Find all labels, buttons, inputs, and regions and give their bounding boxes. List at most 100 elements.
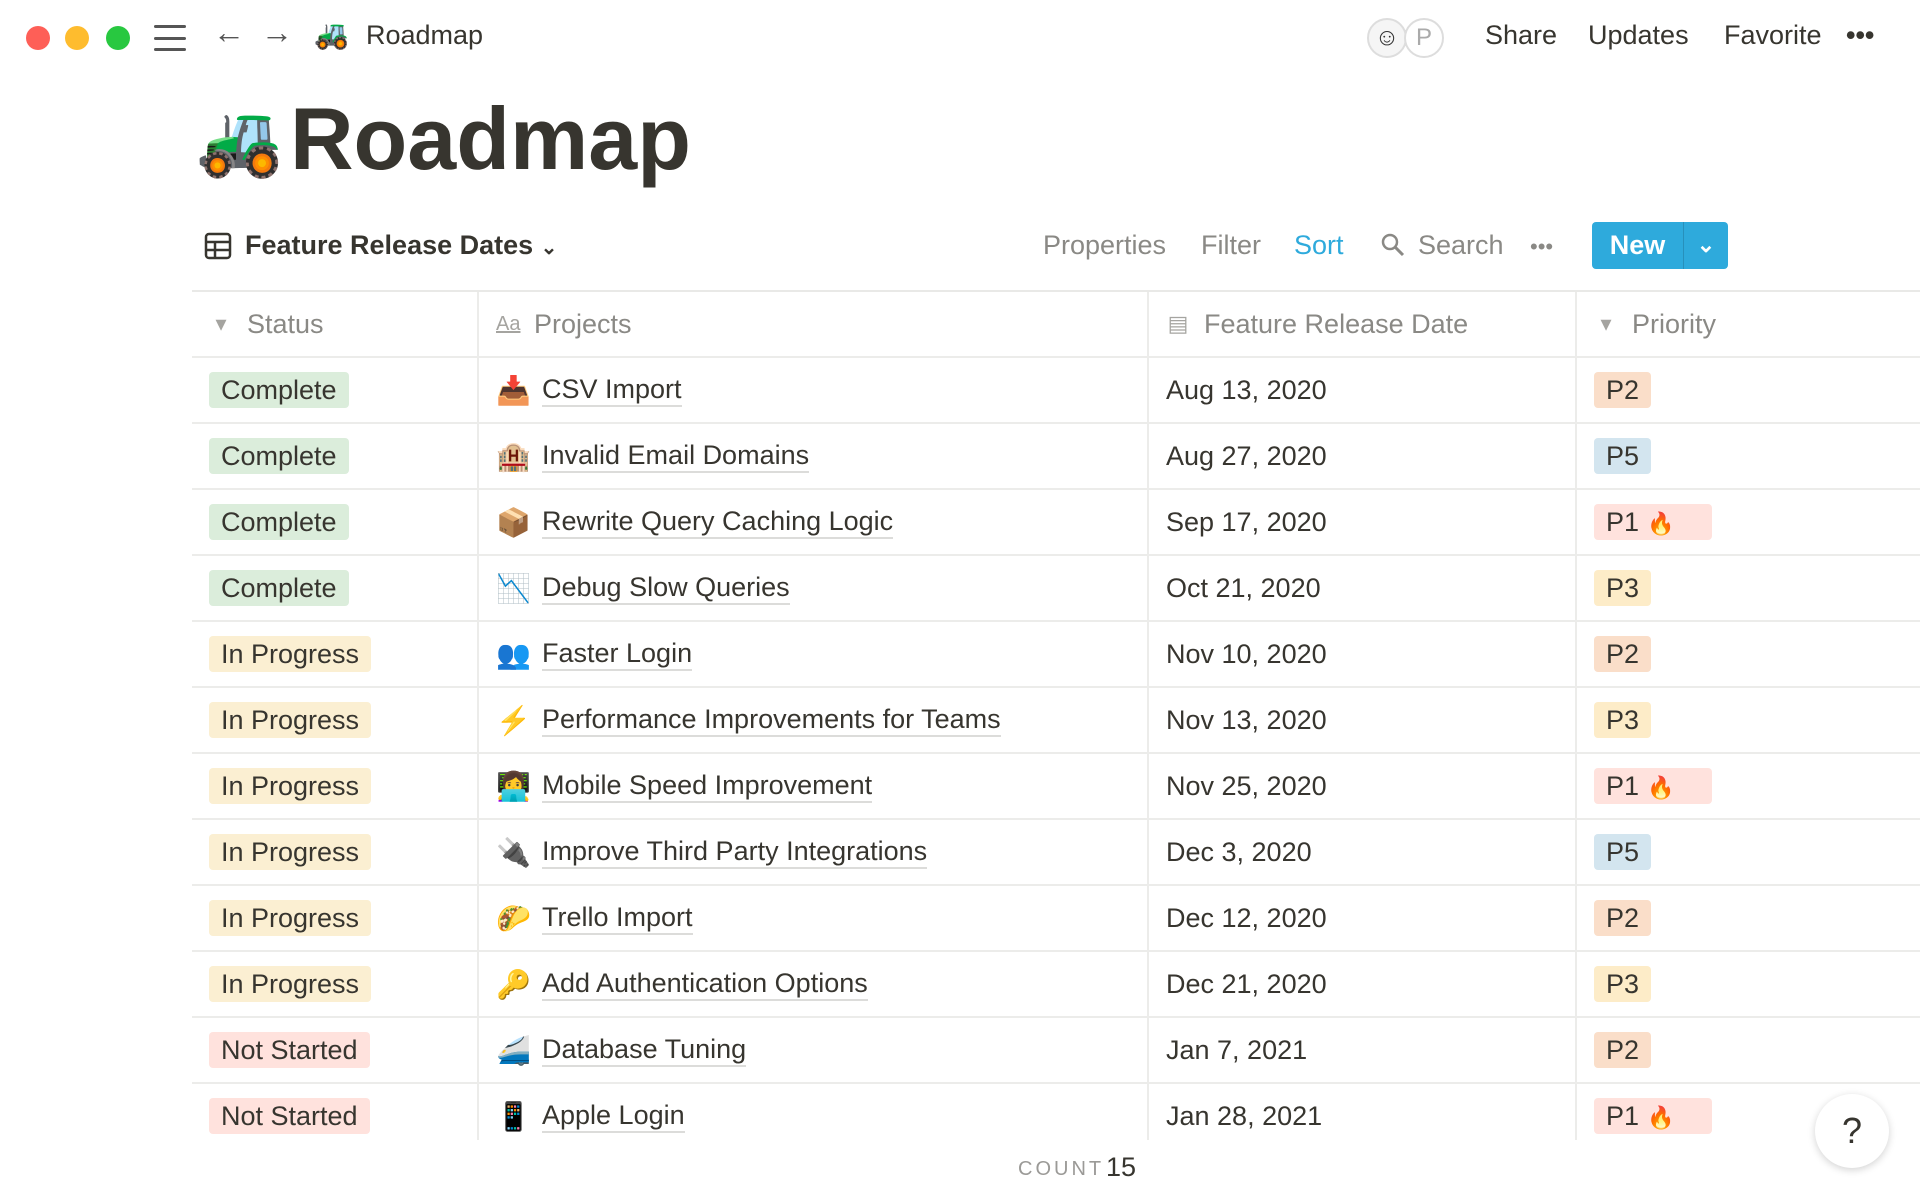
- project-link[interactable]: Debug Slow Queries: [542, 571, 790, 605]
- status-cell[interactable]: Complete: [192, 424, 479, 488]
- status-cell[interactable]: In Progress: [192, 952, 479, 1016]
- project-link[interactable]: Invalid Email Domains: [542, 439, 810, 473]
- status-cell[interactable]: Complete: [192, 556, 479, 620]
- project-cell[interactable]: 🌮 Trello Import: [479, 886, 1149, 950]
- project-link[interactable]: Performance Improvements for Teams: [542, 703, 1001, 737]
- status-cell[interactable]: In Progress: [192, 820, 479, 884]
- table-row[interactable]: Complete 📦 Rewrite Query Caching Logic Sep …: [192, 490, 1920, 556]
- project-cell[interactable]: 📥 CSV Import: [479, 358, 1149, 422]
- status-cell[interactable]: In Progress: [192, 622, 479, 686]
- column-header-release-date[interactable]: ▤ Feature Release Date: [1149, 292, 1577, 356]
- priority-cell[interactable]: P2: [1577, 1018, 1920, 1082]
- project-link[interactable]: CSV Import: [542, 373, 682, 407]
- more-options-button[interactable]: •••: [1846, 20, 1875, 50]
- updates-button[interactable]: Updates: [1588, 20, 1689, 50]
- release-date-cell[interactable]: Dec 12, 2020: [1149, 886, 1577, 950]
- project-cell[interactable]: 🔑 Add Authentication Options: [479, 952, 1149, 1016]
- project-cell[interactable]: ⚡ Performance Improvements for Teams: [479, 688, 1149, 752]
- close-window-button[interactable]: [26, 26, 50, 50]
- project-link[interactable]: Database Tuning: [542, 1033, 747, 1067]
- priority-cell[interactable]: P3: [1577, 952, 1920, 1016]
- project-cell[interactable]: 📉 Debug Slow Queries: [479, 556, 1149, 620]
- release-date-cell[interactable]: Aug 13, 2020: [1149, 358, 1577, 422]
- table-row[interactable]: Complete 📥 CSV Import Aug 13, 2020 P2: [192, 358, 1920, 424]
- project-link[interactable]: Rewrite Query Caching Logic: [542, 505, 894, 539]
- release-date-cell[interactable]: Oct 21, 2020: [1149, 556, 1577, 620]
- table-row[interactable]: In Progress 👥 Faster Login Nov 10, 2020 P2: [192, 622, 1920, 688]
- column-header-priority[interactable]: ▾ Priority: [1577, 292, 1920, 356]
- project-link[interactable]: Add Authentication Options: [542, 967, 868, 1001]
- favorite-button[interactable]: Favorite: [1724, 20, 1822, 50]
- view-selector[interactable]: Feature Release Dates ⌄: [245, 230, 557, 261]
- filter-button[interactable]: Filter: [1201, 230, 1261, 260]
- status-cell[interactable]: Not Started: [192, 1084, 479, 1140]
- search-icon[interactable]: [1380, 232, 1406, 265]
- table-row[interactable]: In Progress 👩‍💻 Mobile Speed Improvement No…: [192, 754, 1920, 820]
- help-button[interactable]: ?: [1815, 1094, 1889, 1168]
- search-button[interactable]: Search: [1418, 230, 1504, 260]
- release-date-cell[interactable]: Nov 25, 2020: [1149, 754, 1577, 818]
- project-link[interactable]: Improve Third Party Integrations: [542, 835, 928, 869]
- status-cell[interactable]: Complete: [192, 490, 479, 554]
- user-avatar-initial[interactable]: P: [1404, 18, 1444, 58]
- project-link[interactable]: Trello Import: [542, 901, 693, 935]
- status-cell[interactable]: Not Started: [192, 1018, 479, 1082]
- share-button[interactable]: Share: [1485, 20, 1558, 50]
- priority-cell[interactable]: P1 🔥: [1577, 754, 1920, 818]
- release-date-cell[interactable]: Jan 7, 2021: [1149, 1018, 1577, 1082]
- priority-cell[interactable]: P3: [1577, 688, 1920, 752]
- sort-button[interactable]: Sort: [1294, 230, 1344, 260]
- project-cell[interactable]: 📱 Apple Login: [479, 1084, 1149, 1140]
- release-date-cell[interactable]: Jan 28, 2021: [1149, 1084, 1577, 1140]
- page-title[interactable]: Roadmap: [290, 89, 691, 188]
- menu-icon[interactable]: [154, 25, 186, 51]
- new-dropdown-chevron-icon[interactable]: ⌄: [1696, 232, 1716, 257]
- table-row[interactable]: Complete 🏨 Invalid Email Domains Aug 27, 20…: [192, 424, 1920, 490]
- project-cell[interactable]: 🔌 Improve Third Party Integrations: [479, 820, 1149, 884]
- minimize-window-button[interactable]: [65, 26, 89, 50]
- table-row[interactable]: Not Started 📱 Apple Login Jan 28, 2021 P1 🔥: [192, 1084, 1920, 1140]
- priority-cell[interactable]: P3: [1577, 556, 1920, 620]
- priority-cell[interactable]: P1 🔥: [1577, 1084, 1920, 1140]
- column-header-projects[interactable]: Aa Projects: [479, 292, 1149, 356]
- table-row[interactable]: Complete 📉 Debug Slow Queries Oct 21, 2020 P…: [192, 556, 1920, 622]
- release-date-cell[interactable]: Dec 3, 2020: [1149, 820, 1577, 884]
- status-cell[interactable]: In Progress: [192, 688, 479, 752]
- project-link[interactable]: Apple Login: [542, 1099, 685, 1133]
- properties-button[interactable]: Properties: [1043, 230, 1167, 260]
- table-row[interactable]: In Progress 🌮 Trello Import Dec 12, 2020 P2: [192, 886, 1920, 952]
- project-cell[interactable]: 🏨 Invalid Email Domains: [479, 424, 1149, 488]
- view-more-button[interactable]: •••: [1530, 234, 1554, 259]
- release-date-cell[interactable]: Sep 17, 2020: [1149, 490, 1577, 554]
- priority-cell[interactable]: P2: [1577, 622, 1920, 686]
- project-cell[interactable]: 👥 Faster Login: [479, 622, 1149, 686]
- status-cell[interactable]: Complete: [192, 358, 479, 422]
- project-cell[interactable]: 🚄 Database Tuning: [479, 1018, 1149, 1082]
- priority-cell[interactable]: P1 🔥: [1577, 490, 1920, 554]
- release-date-cell[interactable]: Dec 21, 2020: [1149, 952, 1577, 1016]
- table-row[interactable]: Not Started 🚄 Database Tuning Jan 7, 2021 P2: [192, 1018, 1920, 1084]
- table-row[interactable]: In Progress 🔌 Improve Third Party Integrat…: [192, 820, 1920, 886]
- project-cell[interactable]: 📦 Rewrite Query Caching Logic: [479, 490, 1149, 554]
- forward-arrow-icon[interactable]: →: [261, 14, 293, 50]
- table-row[interactable]: In Progress 🔑 Add Authentication Options De…: [192, 952, 1920, 1018]
- priority-cell[interactable]: P2: [1577, 358, 1920, 422]
- table-row[interactable]: In Progress ⚡ Performance Improvements for…: [192, 688, 1920, 754]
- release-date-cell[interactable]: Aug 27, 2020: [1149, 424, 1577, 488]
- column-header-status[interactable]: ▾ Status: [192, 292, 479, 356]
- status-cell[interactable]: In Progress: [192, 886, 479, 950]
- status-cell[interactable]: In Progress: [192, 754, 479, 818]
- priority-cell[interactable]: P2: [1577, 886, 1920, 950]
- maximize-window-button[interactable]: [106, 26, 130, 50]
- page-emoji-icon[interactable]: 🚜: [196, 101, 284, 179]
- breadcrumb-title[interactable]: Roadmap: [366, 20, 484, 50]
- release-date-cell[interactable]: Nov 10, 2020: [1149, 622, 1577, 686]
- new-button[interactable]: New: [1592, 222, 1684, 269]
- back-arrow-icon[interactable]: ←: [213, 14, 245, 50]
- project-link[interactable]: Faster Login: [542, 637, 693, 671]
- release-date-cell[interactable]: Nov 13, 2020: [1149, 688, 1577, 752]
- project-cell[interactable]: 👩‍💻 Mobile Speed Improvement: [479, 754, 1149, 818]
- project-link[interactable]: Mobile Speed Improvement: [542, 769, 873, 803]
- priority-cell[interactable]: P5: [1577, 424, 1920, 488]
- priority-cell[interactable]: P5: [1577, 820, 1920, 884]
